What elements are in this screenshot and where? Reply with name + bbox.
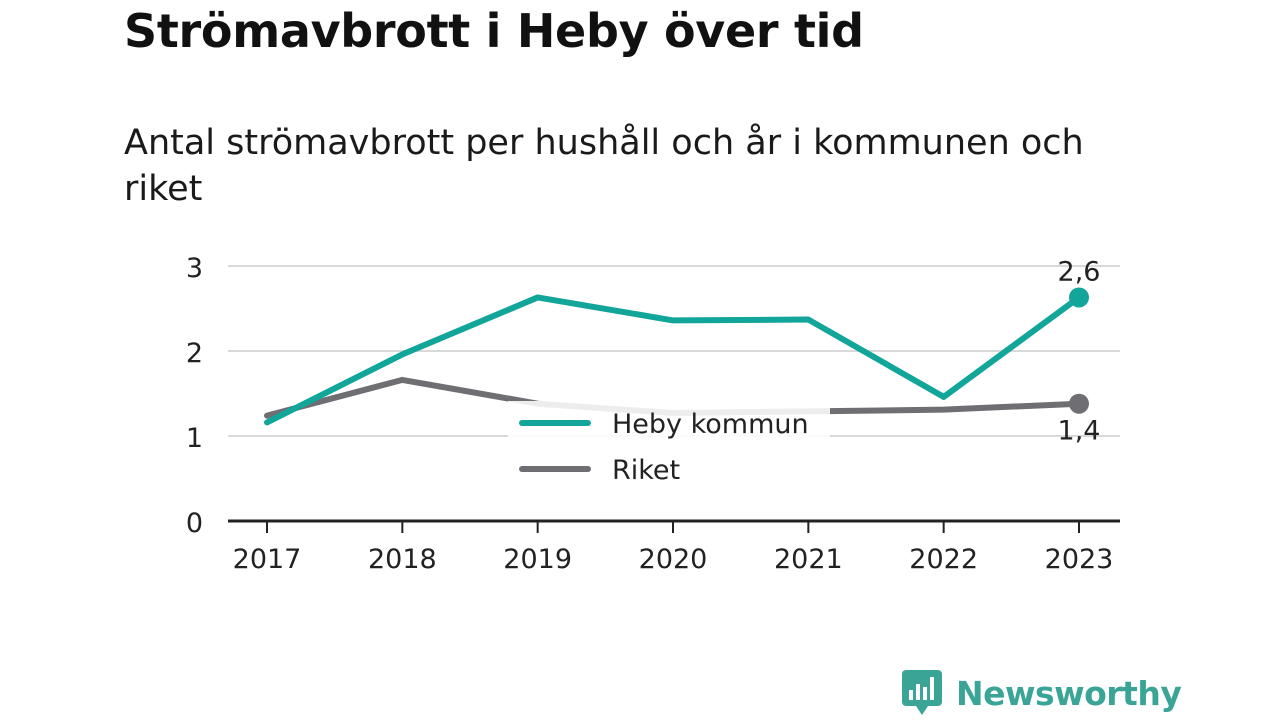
x-tick-label: 2018 — [368, 544, 437, 575]
data-label-heby: 2,6 — [1058, 256, 1101, 287]
y-tick-label: 0 — [186, 508, 203, 539]
x-tick-label: 2022 — [909, 544, 978, 575]
legend-label: Riket — [612, 455, 680, 486]
x-tick-label: 2020 — [639, 544, 708, 575]
chart-title: Strömavbrott i Heby över tid — [124, 4, 864, 58]
series-end-point — [1069, 393, 1089, 414]
x-tick-label: 2019 — [503, 544, 572, 575]
y-tick-label: 1 — [186, 423, 203, 454]
series-end-point — [1069, 287, 1089, 308]
bar-chart-speech-bubble-icon — [902, 670, 942, 715]
x-tick-label: 2021 — [774, 544, 843, 575]
x-tick-label: 2017 — [233, 544, 302, 575]
y-tick-label: 3 — [186, 253, 203, 284]
data-label-riket: 1,4 — [1058, 416, 1101, 447]
x-tick-label: 2023 — [1045, 544, 1114, 575]
series-line-heby — [264, 294, 1082, 426]
legend-background — [508, 401, 830, 495]
brand-name: Newsworthy — [956, 673, 1182, 713]
legend-label: Heby kommun — [612, 409, 809, 440]
y-tick-label: 2 — [186, 338, 203, 369]
chart-subtitle: Antal strömavbrott per hushåll och år i … — [124, 123, 1084, 209]
newsworthy-logo: Newsworthy — [902, 670, 1182, 716]
